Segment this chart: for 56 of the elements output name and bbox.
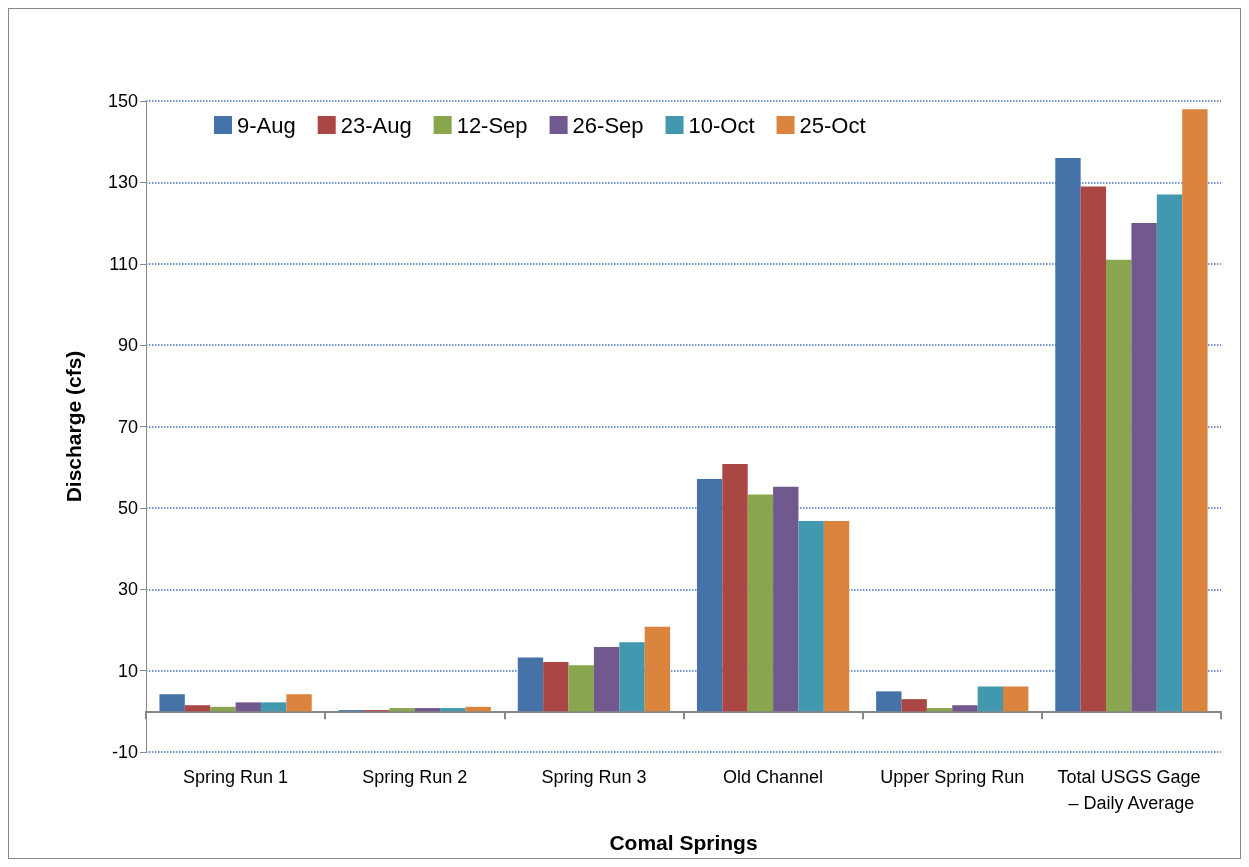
y-tick-label: 130 [107, 172, 138, 193]
bar [823, 520, 850, 712]
bar [876, 691, 902, 712]
bar [389, 708, 415, 712]
bar [1131, 223, 1157, 712]
y-axis-title: Discharge (cfs) [62, 350, 85, 503]
legend-label: 10-Oct [688, 112, 755, 138]
bar [414, 708, 441, 712]
bar [798, 520, 824, 712]
legend-label: 23-Aug [340, 112, 412, 138]
x-tick-label: Spring Run 1 [183, 767, 289, 787]
legend-label: 12-Sep [456, 112, 528, 138]
y-tick-label: 10 [117, 660, 138, 681]
bar [1182, 109, 1208, 712]
bar [773, 486, 799, 712]
bar [184, 705, 211, 712]
y-tick-label: 90 [117, 335, 138, 356]
bar [517, 657, 544, 712]
bar [696, 478, 723, 712]
bar [747, 494, 774, 712]
bar [260, 702, 287, 712]
bar [1003, 686, 1029, 712]
bar [440, 708, 466, 712]
y-tick-label: 110 [109, 253, 138, 274]
x-tick-label: Spring Run 3 [541, 767, 647, 787]
bar [977, 686, 1004, 712]
legend-label: 26-Sep [572, 112, 644, 138]
bar [593, 647, 620, 712]
bar [159, 694, 185, 712]
x-tick-label: Old Channel [723, 767, 824, 787]
legend-label: 25-Oct [799, 112, 866, 138]
bar [926, 708, 953, 712]
bar [901, 699, 927, 712]
x-tick-label: Spring Run 2 [362, 767, 468, 787]
bar [644, 626, 671, 712]
bar [286, 694, 312, 712]
bar [1156, 194, 1183, 712]
bar [568, 665, 594, 712]
bar [722, 463, 748, 712]
y-tick-label: 150 [107, 91, 138, 111]
x-axis-title: Comal Springs [609, 831, 758, 854]
y-tick-label: 70 [117, 416, 138, 437]
y-tick-label: -10 [111, 742, 138, 762]
bar [543, 662, 569, 712]
x-tick-label: Total USGS Gage – Daily Average [1057, 767, 1206, 813]
legend-label: 9-Aug [237, 112, 296, 138]
y-tick-label: 30 [117, 579, 138, 600]
bar [952, 705, 978, 712]
bar [1106, 259, 1132, 712]
y-tick-label: 50 [117, 497, 138, 518]
bar [1055, 157, 1081, 712]
x-tick-label: Upper Spring Run [880, 767, 1025, 787]
bar [235, 702, 261, 712]
bar [619, 642, 645, 712]
bar [1080, 186, 1107, 712]
bar [210, 706, 236, 712]
